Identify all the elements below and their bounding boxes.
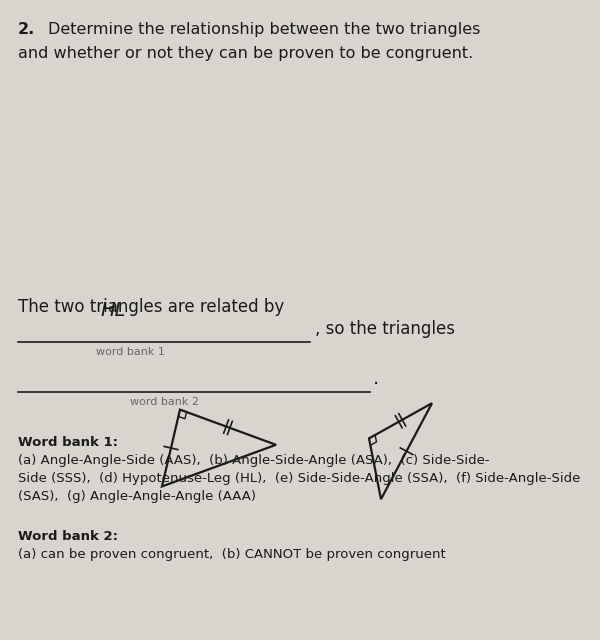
Text: HL: HL [100,301,125,320]
Text: Determine the relationship between the two triangles: Determine the relationship between the t… [48,22,481,37]
Text: (SAS),  (g) Angle-Angle-Angle (AAA): (SAS), (g) Angle-Angle-Angle (AAA) [18,490,256,503]
Text: (a) can be proven congruent,  (b) CANNOT be proven congruent: (a) can be proven congruent, (b) CANNOT … [18,548,446,561]
Text: The two triangles are related by: The two triangles are related by [18,298,284,316]
Text: , so the triangles: , so the triangles [315,320,455,338]
Text: Word bank 1:: Word bank 1: [18,436,122,449]
Text: word bank 2: word bank 2 [131,397,199,407]
Text: 2.: 2. [18,22,35,37]
Text: Side (SSS),  (d) Hypotenuse-Leg (HL),  (e) Side-Side-Angle (SSA),  (f) Side-Angl: Side (SSS), (d) Hypotenuse-Leg (HL), (e)… [18,472,580,485]
Text: and whether or not they can be proven to be congruent.: and whether or not they can be proven to… [18,46,473,61]
Text: Word bank 2:: Word bank 2: [18,530,122,543]
Text: .: . [373,369,379,388]
Text: word bank 1: word bank 1 [95,347,164,357]
Text: (a) Angle-Angle-Side (AAS),  (b) Angle-Side-Angle (ASA),  (c) Side-Side-: (a) Angle-Angle-Side (AAS), (b) Angle-Si… [18,454,490,467]
